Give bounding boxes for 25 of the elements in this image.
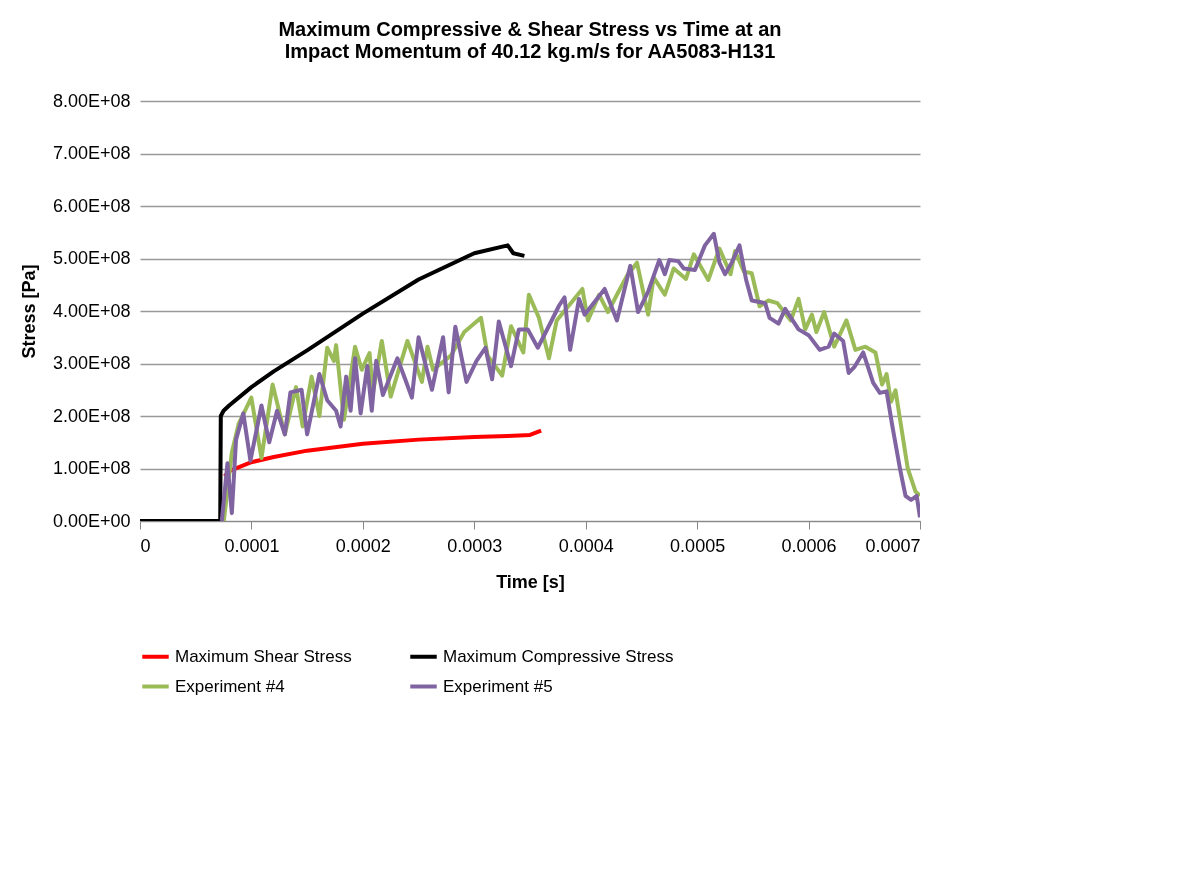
x-tick-label: 0.0004	[558, 535, 614, 556]
legend-label: Maximum Compressive Stress	[443, 646, 674, 666]
x-tick-label: 0.0001	[224, 535, 280, 556]
x-tick-label: 0.0006	[781, 535, 837, 556]
legend-label: Experiment #4	[175, 676, 285, 696]
x-tick-label: 0.0003	[447, 535, 503, 556]
chart-title: Maximum Compressive & Shear Stress vs Time at an Impact Momentum of 40.12 kg.m/s for AA5083-H131	[278, 18, 782, 62]
line-series	[140, 243, 527, 521]
x-axis-title: Time [s]	[496, 571, 565, 592]
x-tick-label: 0	[140, 535, 151, 556]
y-axis-title: Stress [Pa]	[18, 264, 39, 359]
legend-label: Experiment #5	[443, 676, 553, 696]
x-tick-label: 0.0007	[865, 535, 921, 556]
y-tick-label: 5.00E+08	[52, 248, 131, 268]
y-tick-label: 4.00E+08	[52, 300, 131, 321]
y-tick-label: 3.00E+08	[52, 353, 131, 373]
y-tick-label: 6.00E+08	[52, 195, 131, 216]
y-tick-label: 1.00E+08	[52, 458, 131, 478]
x-tick-label: 0.0005	[670, 535, 726, 556]
y-tick-label: 8.00E+08	[52, 90, 131, 111]
legend-label: Maximum Shear Stress	[175, 646, 352, 666]
y-tick-label: 2.00E+08	[52, 405, 131, 426]
y-tick-label: 0.00E+00	[52, 510, 131, 531]
x-tick-label: 0.0002	[335, 535, 391, 556]
y-tick-label: 7.00E+08	[52, 143, 131, 163]
